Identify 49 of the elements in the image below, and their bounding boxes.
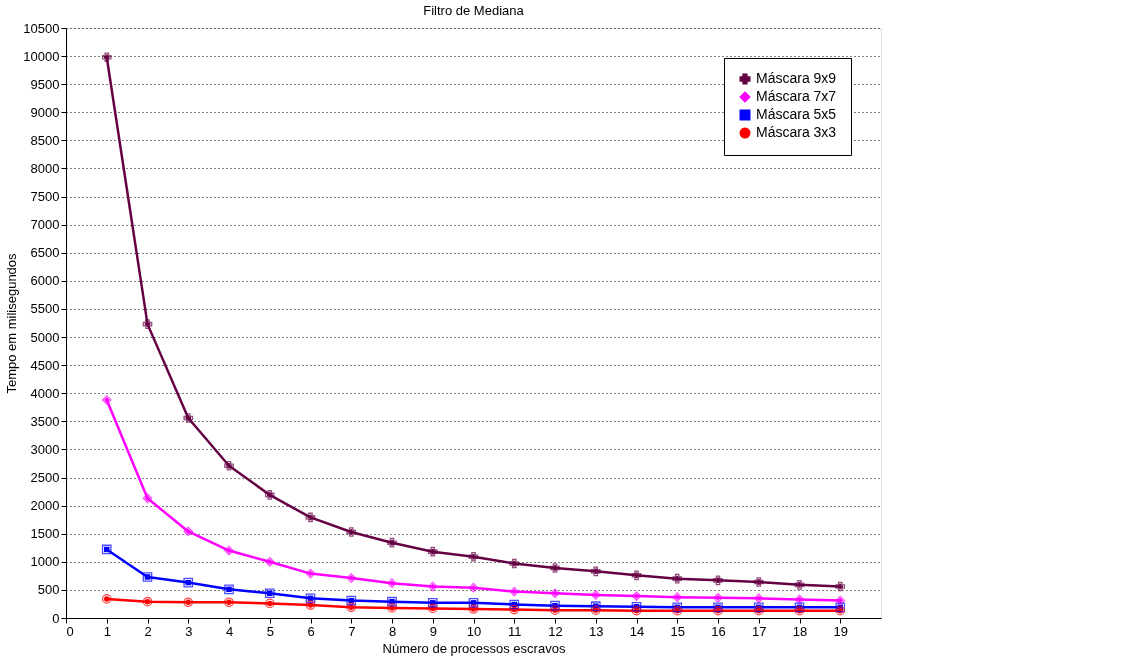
x-tick-label: 0 (66, 623, 74, 639)
y-tick-label: 6500 (30, 245, 60, 261)
legend-label: Máscara 5x5 (756, 106, 837, 122)
x-tick-label: 5 (266, 623, 274, 639)
y-tick-label: 8500 (30, 132, 60, 148)
x-tick-label: 4 (225, 623, 234, 639)
y-tick-label: 4000 (30, 385, 60, 401)
y-tick-label: 500 (37, 582, 60, 598)
x-tick-label: 3 (185, 623, 193, 639)
x-tick-label: 13 (589, 623, 604, 639)
y-tick-label: 3500 (30, 413, 60, 429)
y-tick-label: 5500 (30, 301, 60, 317)
y-tick-label: 10000 (23, 48, 60, 64)
y-tick-label: 10500 (23, 20, 60, 36)
x-tick-label: 15 (670, 623, 685, 639)
x-tick-label: 18 (792, 623, 808, 639)
y-tick-label: 5000 (30, 329, 60, 345)
legend-label: Máscara 7x7 (756, 88, 837, 104)
x-tick-label: 12 (548, 623, 563, 639)
y-tick-label: 7500 (30, 189, 60, 205)
y-tick-label: 2500 (30, 470, 60, 486)
y-tick-label: 7000 (30, 217, 60, 233)
x-tick-label: 2 (144, 623, 152, 639)
x-axis-title: Número de processos escravos (382, 640, 566, 656)
legend-label: Máscara 9x9 (756, 70, 837, 86)
y-tick-label: 8000 (30, 160, 60, 176)
y-tick-label: 9000 (30, 104, 60, 120)
y-tick-label: 0 (52, 610, 60, 626)
y-tick-label: 1000 (30, 554, 60, 570)
x-tick-label: 17 (752, 623, 767, 639)
legend-label: Máscara 3x3 (756, 124, 837, 140)
x-tick-label: 7 (348, 623, 356, 639)
y-tick-label: 2000 (30, 498, 60, 514)
y-tick-label: 1500 (30, 526, 60, 542)
x-tick-label: 6 (307, 623, 315, 639)
y-tick-label: 6000 (30, 273, 60, 289)
x-tick-label: 14 (629, 623, 645, 639)
x-tick-label: 1 (103, 623, 111, 639)
chart-title: Filtro de Mediana (423, 3, 525, 18)
y-tick-label: 4500 (30, 357, 60, 373)
x-tick-label: 19 (833, 623, 848, 639)
x-tick-label: 9 (429, 623, 437, 639)
x-tick-label: 11 (508, 623, 522, 639)
x-tick-label: 10 (466, 623, 482, 639)
y-tick-label: 9500 (30, 76, 60, 92)
y-tick-label: 3000 (30, 441, 60, 457)
x-tick-label: 16 (711, 623, 726, 639)
y-axis-title: Tempo em milisegundos (4, 252, 20, 394)
x-tick-label: 8 (388, 623, 397, 639)
